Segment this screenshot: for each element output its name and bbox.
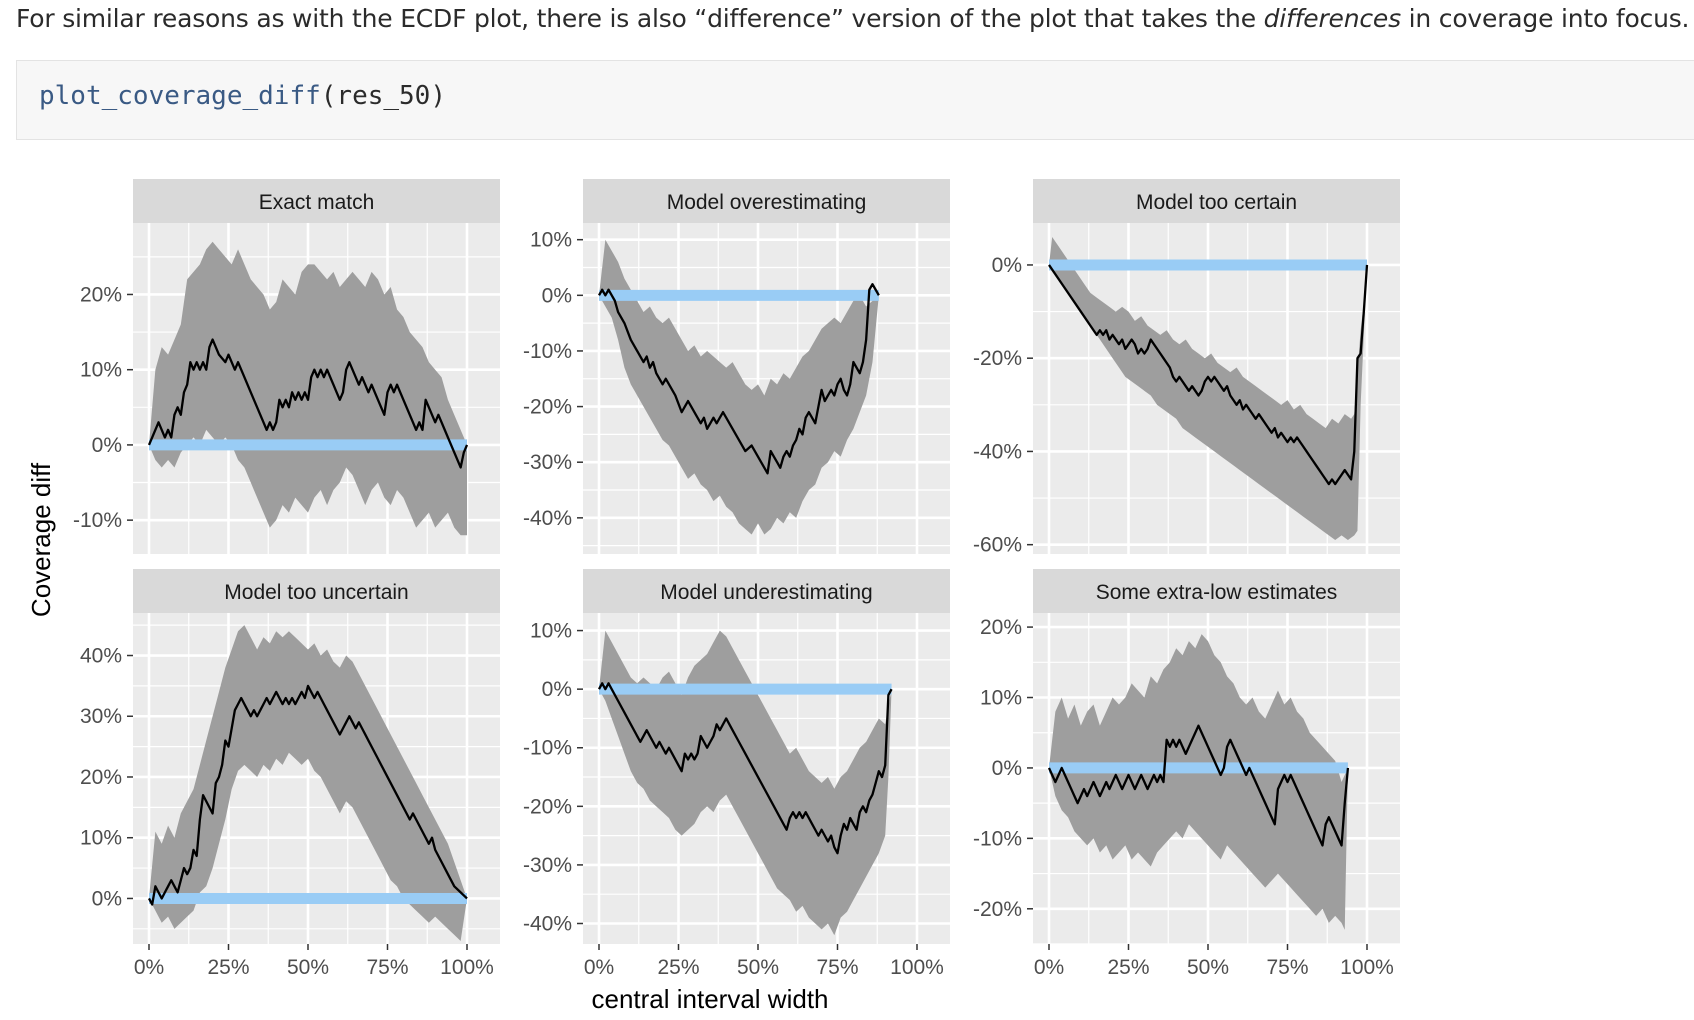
- y-tick-label: -40%: [523, 507, 572, 530]
- uncertainty-ribbon: [149, 241, 467, 536]
- x-tick-label: 50%: [287, 956, 329, 979]
- facet-strip: [1033, 569, 1400, 613]
- intro-text-after: in coverage into focus.: [1400, 4, 1690, 33]
- x-tick-label: 75%: [1266, 956, 1308, 979]
- x-axis-title: central interval width: [592, 984, 829, 1014]
- facet-panel: Model too certain -60% -40% -20% 0%: [973, 179, 1400, 557]
- y-tick-label: -20%: [523, 795, 572, 818]
- x-tick-label: 50%: [1187, 956, 1229, 979]
- y-tick-label: 10%: [530, 620, 572, 643]
- facet-panel: Model too uncertain 0% 25% 50% 75% 100% 0% 10% 2…: [80, 569, 500, 979]
- facet-panel: Some extra-low estimates 0% 25% 50% 75% 100% -…: [973, 569, 1400, 979]
- y-tick-label: -20%: [973, 898, 1022, 921]
- x-tick-label: 25%: [1107, 956, 1149, 979]
- x-tick-label: 75%: [816, 956, 858, 979]
- code-function-name: plot_coverage_diff: [39, 81, 321, 111]
- y-tick-label: -40%: [523, 912, 572, 935]
- y-tick-label: 0%: [992, 254, 1022, 277]
- x-tick-label: 25%: [207, 956, 249, 979]
- coverage-diff-line: [597, 682, 893, 855]
- y-tick-label: -20%: [973, 347, 1022, 370]
- coverage-diff-figure: Exact match -10% 0% 10% 20% Model overestimat…: [26, 179, 1400, 1014]
- y-tick-label: -40%: [973, 440, 1022, 463]
- y-tick-label: 10%: [80, 359, 122, 382]
- y-tick-label: 20%: [80, 283, 122, 306]
- uncertainty-ribbon: [599, 630, 892, 936]
- facet-strip: [1033, 179, 1400, 223]
- y-tick-label: -10%: [523, 340, 572, 363]
- x-tick-label: 50%: [737, 956, 779, 979]
- facet-panels: Exact match -10% 0% 10% 20% Model overestimat…: [73, 179, 1400, 979]
- y-tick-label: 0%: [992, 757, 1022, 780]
- facet-panel: Model overestimating -40% -30% -20% -10% 0% 10…: [523, 179, 950, 554]
- y-tick-label: 10%: [980, 687, 1022, 710]
- facet-title: Some extra-low estimates: [1096, 581, 1338, 604]
- facet-title: Exact match: [259, 191, 375, 214]
- y-tick-label: -20%: [523, 396, 572, 419]
- y-tick-label: 10%: [530, 229, 572, 252]
- intro-text-before: For similar reasons as with the ECDF plo…: [16, 4, 1264, 33]
- uncertainty-ribbon: [1049, 634, 1348, 930]
- uncertainty-ribbon: [149, 625, 467, 941]
- x-tick-label: 100%: [890, 956, 944, 979]
- uncertainty-ribbon: [1049, 236, 1367, 541]
- y-tick-label: 20%: [80, 766, 122, 789]
- facet-strip: [583, 179, 950, 223]
- facet-strip: [583, 569, 950, 613]
- coverage-diff-line: [147, 338, 469, 469]
- intro-paragraph: For similar reasons as with the ECDF plo…: [16, 2, 1690, 36]
- intro-emphasis: differences: [1263, 4, 1401, 33]
- y-tick-label: 0%: [92, 887, 122, 910]
- facet-title: Model too certain: [1136, 191, 1297, 214]
- facet-panel: Exact match -10% 0% 10% 20%: [73, 179, 500, 554]
- y-tick-label: 10%: [80, 827, 122, 850]
- y-axis-title: Coverage diff: [26, 462, 56, 617]
- uncertainty-ribbon: [599, 239, 879, 535]
- coverage-diff-line: [147, 684, 468, 906]
- y-tick-label: -30%: [523, 451, 572, 474]
- x-tick-label: 75%: [366, 956, 408, 979]
- code-line: plot_coverage_diff(res_50): [39, 81, 446, 111]
- x-tick-label: 0%: [134, 956, 164, 979]
- y-tick-label: 0%: [542, 678, 572, 701]
- code-arguments: (res_50): [320, 81, 446, 111]
- coverage-diff-line: [1047, 724, 1350, 847]
- x-tick-label: 25%: [657, 956, 699, 979]
- facet-title: Model underestimating: [660, 581, 872, 604]
- coverage-diff-line: [1048, 264, 1369, 486]
- y-tick-label: 20%: [980, 616, 1022, 639]
- x-tick-label: 100%: [440, 956, 494, 979]
- x-tick-label: 0%: [584, 956, 614, 979]
- y-tick-label: -10%: [523, 737, 572, 760]
- facet-strip: [133, 179, 500, 223]
- coverage-diff-line: [598, 283, 880, 475]
- y-tick-label: 40%: [80, 645, 122, 668]
- facet-strip: [133, 569, 500, 613]
- y-tick-label: 30%: [80, 705, 122, 728]
- y-tick-label: -60%: [973, 534, 1022, 557]
- x-tick-label: 100%: [1340, 956, 1394, 979]
- facet-panel: Model underestimating 0% 25% 50% 75% 100% -40%…: [523, 569, 950, 979]
- code-block: plot_coverage_diff(res_50): [16, 60, 1694, 140]
- y-tick-label: -10%: [73, 509, 122, 532]
- x-tick-label: 0%: [1034, 956, 1064, 979]
- facet-title: Model overestimating: [667, 191, 867, 214]
- facet-title: Model too uncertain: [224, 581, 408, 604]
- y-tick-label: 0%: [92, 434, 122, 457]
- y-tick-label: -30%: [523, 854, 572, 877]
- y-tick-label: -10%: [973, 827, 1022, 850]
- y-tick-label: 0%: [542, 284, 572, 307]
